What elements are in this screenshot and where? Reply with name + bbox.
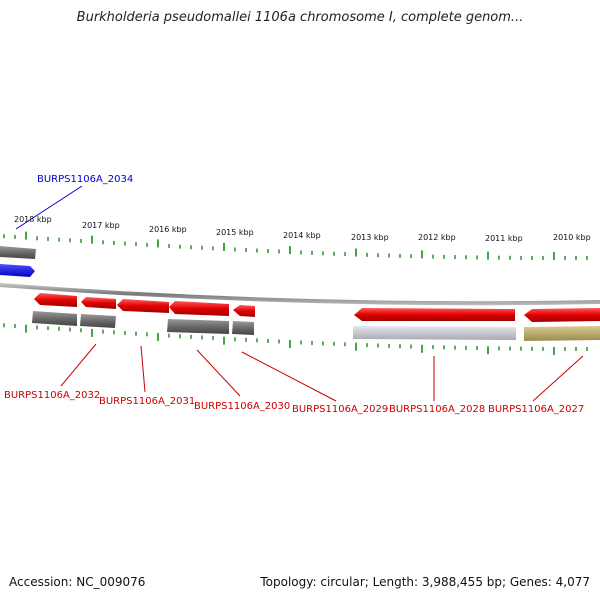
chromosome-backbone: [0, 283, 600, 306]
genome-summary: Topology: circular; Length: 3,988,455 bp…: [260, 575, 590, 589]
scale-label: 2018 kbp: [14, 215, 52, 224]
scale-label: 2017 kbp: [82, 221, 120, 230]
gene-label: BURPS1106A_2034: [37, 174, 133, 185]
gene-arrow: [0, 246, 36, 259]
scale-labels: 2018 kbp 2017 kbp 2016 kbp 2015 kbp 2014…: [14, 215, 591, 243]
accession-label: Accession: NC_009076: [9, 575, 146, 589]
map-title: Burkholderia pseudomallei 1106a chromoso…: [76, 10, 524, 25]
gene-arrow: [81, 297, 116, 309]
gene-label: BURPS1106A_2031: [99, 396, 195, 407]
gene-arrow: [354, 308, 515, 321]
gene-label: BURPS1106A_2029: [292, 404, 388, 415]
features-forward[interactable]: [34, 293, 600, 322]
scale-label: 2015 kbp: [216, 228, 254, 237]
scale-label: 2016 kbp: [149, 225, 187, 234]
gene-label: BURPS1106A_2027: [488, 404, 584, 415]
feature-block: [32, 311, 77, 326]
scale-ticks: [3, 231, 588, 355]
gene-label: BURPS1106A_2028: [389, 404, 485, 415]
scale-label: 2013 kbp: [351, 233, 389, 242]
scale-label: 2014 kbp: [283, 231, 321, 240]
gene-label: BURPS1106A_2030: [194, 401, 290, 412]
feature-block: [80, 314, 116, 328]
label-leaders: [15, 185, 584, 402]
feature-block: [524, 326, 600, 341]
gene-arrow: [117, 299, 169, 313]
gene-arrow: [169, 301, 229, 316]
feature-block: [353, 326, 516, 340]
feature-block: [232, 321, 254, 335]
gene-label: BURPS1106A_2032: [4, 390, 100, 401]
feature-block: [167, 319, 229, 334]
scale-label: 2012 kbp: [418, 233, 456, 242]
gene-arrow: [34, 293, 77, 307]
scale-label: 2010 kbp: [553, 233, 591, 242]
gene-arrow: [233, 305, 255, 317]
gene-arrow: [0, 264, 35, 277]
scale-label: 2011 kbp: [485, 234, 523, 243]
gene-labels[interactable]: BURPS1106A_2034 BURPS1106A_2032 BURPS110…: [4, 174, 584, 415]
features-other[interactable]: [32, 311, 600, 341]
features-outer[interactable]: [0, 246, 36, 277]
gene-arrow: [524, 308, 600, 322]
